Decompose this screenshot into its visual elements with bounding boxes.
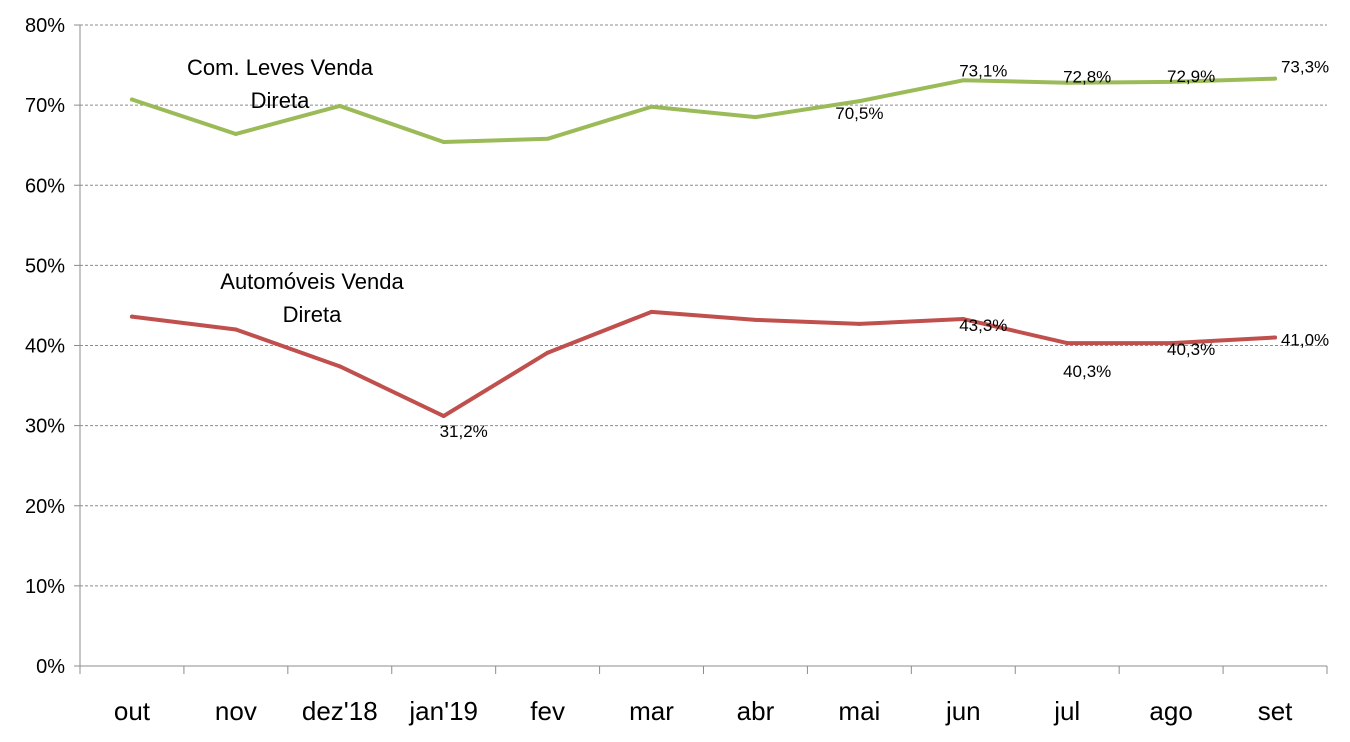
x-tick-label: jun — [945, 696, 981, 726]
data-point — [441, 414, 446, 419]
data-point — [753, 317, 758, 322]
data-point — [337, 103, 342, 108]
axes — [74, 24, 1328, 674]
y-axis-tick-labels: 0% 10% 20% 30% 40% 50% 60% 70% 80% — [25, 15, 65, 678]
x-axis-tick-labels: out nov dez'18 jan'19 fev mar abr mai jun jul ago s… — [114, 696, 1293, 726]
series-name-labels: Com. Leves Venda Direta Automóveis Venda Di… — [187, 55, 404, 327]
x-tick-label: mai — [838, 696, 880, 726]
data-point — [857, 99, 862, 104]
data-point — [441, 139, 446, 144]
data-label: 41,0% — [1281, 330, 1329, 349]
data-point — [233, 131, 238, 136]
data-point — [649, 104, 654, 109]
data-label: 43,3% — [959, 316, 1007, 335]
data-point — [649, 309, 654, 314]
series-lines — [129, 76, 1278, 419]
data-point — [233, 327, 238, 332]
x-tick-label: jul — [1053, 696, 1080, 726]
y-tick-label: 0% — [36, 656, 65, 678]
data-label: 72,8% — [1063, 68, 1111, 87]
x-tick-label: out — [114, 696, 151, 726]
data-point — [1273, 335, 1278, 340]
x-tick-label: abr — [737, 696, 775, 726]
data-point — [1169, 79, 1174, 84]
series-name-label: Direta — [251, 88, 310, 113]
data-point — [545, 350, 550, 355]
data-point — [545, 136, 550, 141]
x-tick-label: jan'19 — [408, 696, 478, 726]
x-tick-label: mar — [629, 696, 674, 726]
x-tick-label: fev — [530, 696, 565, 726]
data-point — [857, 321, 862, 326]
data-label: 40,3% — [1167, 340, 1215, 359]
y-tick-label: 60% — [25, 175, 65, 197]
data-label: 72,9% — [1167, 67, 1215, 86]
data-point — [961, 78, 966, 83]
y-tick-label: 10% — [25, 576, 65, 598]
data-point — [1273, 76, 1278, 81]
series-name-label: Com. Leves Venda — [187, 55, 374, 80]
data-point — [961, 317, 966, 322]
x-tick-label: ago — [1149, 696, 1192, 726]
data-label: 73,3% — [1281, 58, 1329, 77]
data-label: 70,5% — [835, 104, 883, 123]
y-tick-label: 80% — [25, 15, 65, 37]
x-tick-label: set — [1258, 696, 1293, 726]
data-label: 40,3% — [1063, 362, 1111, 381]
data-point — [129, 314, 134, 319]
y-tick-label: 70% — [25, 95, 65, 117]
x-tick-label: dez'18 — [302, 696, 378, 726]
data-point — [129, 97, 134, 102]
series-name-label: Automóveis Venda — [220, 269, 404, 294]
data-label: 31,2% — [440, 422, 488, 441]
data-point — [1065, 341, 1070, 346]
data-labels: 70,5% 73,1% 72,8% 72,9% 73,3% 31,2% 43,3% 40,3%… — [440, 58, 1330, 441]
data-label: 73,1% — [959, 61, 1007, 80]
gridlines — [80, 24, 1327, 587]
y-tick-label: 30% — [25, 416, 65, 438]
series-line-0 — [129, 76, 1278, 144]
x-tick-label: nov — [215, 696, 257, 726]
y-tick-label: 20% — [25, 496, 65, 518]
series-name-label: Direta — [283, 302, 342, 327]
y-tick-label: 40% — [25, 336, 65, 358]
data-point — [753, 115, 758, 120]
data-point — [1169, 341, 1174, 346]
data-point — [337, 364, 342, 369]
series-line-1 — [129, 309, 1278, 419]
data-point — [1065, 80, 1070, 85]
y-tick-label: 50% — [25, 255, 65, 277]
